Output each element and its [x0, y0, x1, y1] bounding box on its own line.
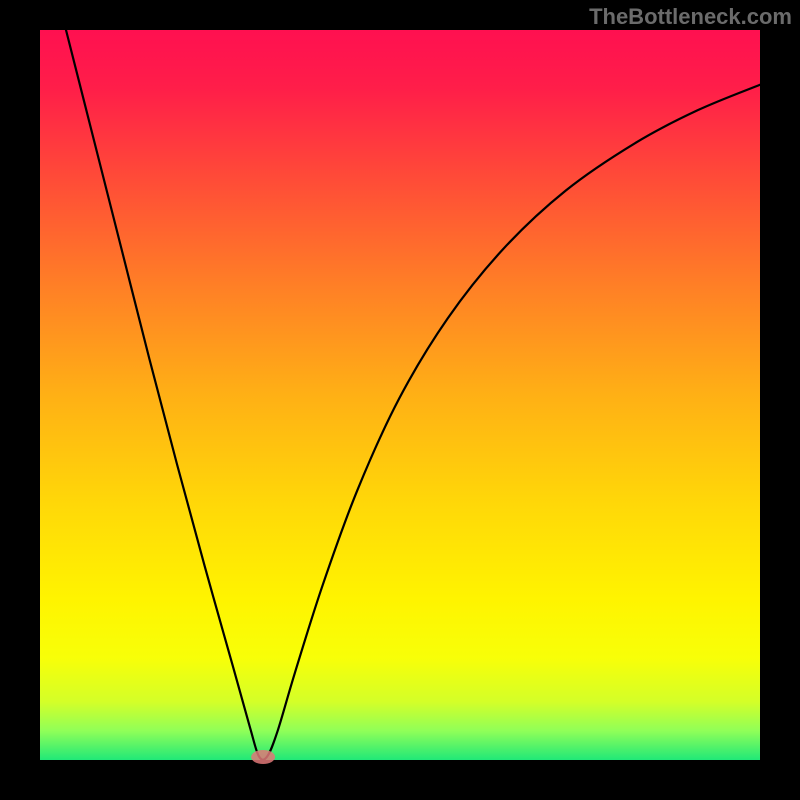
watermark-text: TheBottleneck.com: [589, 4, 792, 30]
optimal-point-marker: [251, 750, 275, 764]
bottleneck-chart: [0, 0, 800, 800]
chart-container: TheBottleneck.com: [0, 0, 800, 800]
